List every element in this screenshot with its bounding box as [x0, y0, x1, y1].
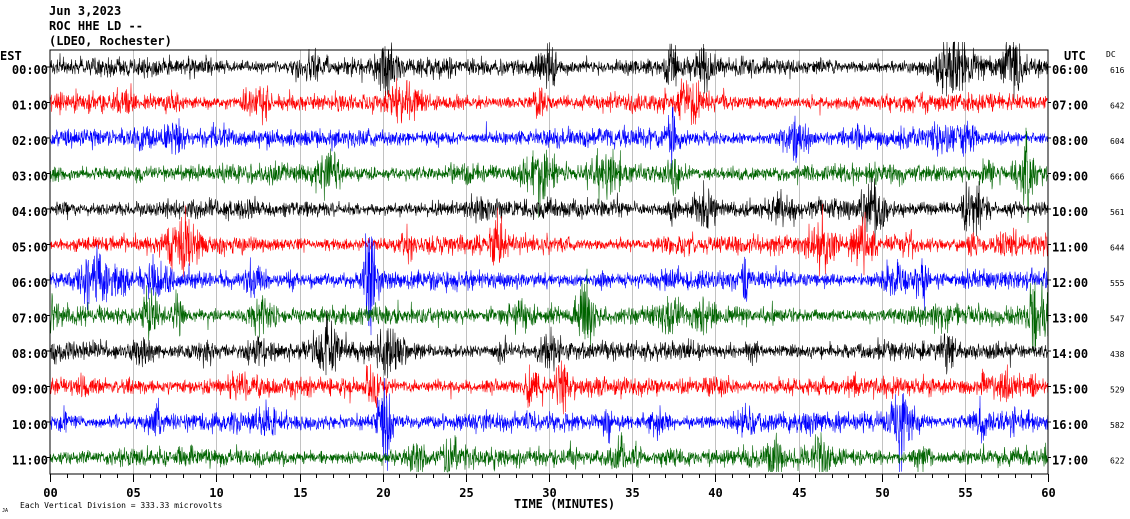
station-location: (LDEO, Rochester): [49, 34, 172, 48]
axis-labels: 00 05 10 15 20 25 30 35 40 45 50 55 60 00:00 06:00 616 0…: [12, 63, 1125, 500]
x-tick-label: 55: [958, 486, 972, 500]
dc-offset-value: 529: [1110, 386, 1125, 395]
est-time-label: 00:00: [12, 63, 48, 77]
x-axis-label: TIME (MINUTES): [514, 497, 615, 511]
x-tick-label: 40: [708, 486, 722, 500]
dc-offset-value: 622: [1110, 457, 1125, 466]
utc-time-label: 09:00: [1052, 170, 1088, 184]
utc-time-label: 10:00: [1052, 205, 1088, 219]
corner-mark: JA: [2, 508, 8, 514]
x-tick-label: 00: [43, 486, 57, 500]
x-tick-label: 60: [1041, 486, 1055, 500]
x-tick-label: 45: [792, 486, 806, 500]
utc-time-label: 12:00: [1052, 276, 1088, 290]
trace-line: [49, 360, 1048, 415]
dc-offset-value: 642: [1110, 102, 1125, 111]
x-tick-label: 10: [209, 486, 223, 500]
utc-time-label: 16:00: [1052, 418, 1088, 432]
x-tick-label: 50: [875, 486, 889, 500]
est-time-label: 03:00: [12, 170, 48, 184]
utc-time-label: 17:00: [1052, 454, 1088, 468]
utc-time-label: 07:00: [1052, 99, 1088, 113]
utc-time-label: 08:00: [1052, 134, 1088, 148]
est-time-label: 09:00: [12, 383, 48, 397]
dc-offset-value: 666: [1110, 173, 1125, 182]
x-tick-label: 35: [625, 486, 639, 500]
dc-offset-value: 438: [1110, 350, 1125, 359]
axis-ticks: [47, 66, 1051, 482]
x-tick-label: 05: [126, 486, 140, 500]
dc-offset-value: 616: [1110, 66, 1125, 75]
est-time-label: 07:00: [12, 312, 48, 326]
utc-time-label: 13:00: [1052, 312, 1088, 326]
est-time-label: 01:00: [12, 99, 48, 113]
station-code: ROC HHE LD --: [49, 19, 143, 33]
scale-note: Each Vertical Division = 333.33 microvol…: [20, 501, 222, 510]
est-time-label: 04:00: [12, 205, 48, 219]
est-time-label: 06:00: [12, 276, 48, 290]
trace-line: [49, 233, 1048, 336]
x-tick-label: 25: [459, 486, 473, 500]
trace-line: [49, 78, 1048, 126]
est-time-label: 11:00: [12, 454, 48, 468]
utc-time-label: 15:00: [1052, 383, 1088, 397]
est-time-label: 08:00: [12, 347, 48, 361]
seismic-traces: [49, 41, 1048, 473]
dc-offset-value: 555: [1110, 279, 1125, 288]
trace-line: [49, 127, 1048, 224]
trace-line: [49, 203, 1048, 278]
x-tick-label: 30: [542, 486, 556, 500]
est-axis-title: EST: [0, 49, 22, 63]
chart-date: Jun 3,2023: [49, 4, 122, 18]
trace-line: [49, 310, 1048, 379]
plot-frame: [49, 49, 1049, 475]
dc-axis-title: DC: [1106, 50, 1116, 59]
trace-line: [49, 177, 1048, 245]
dc-offset-value: 561: [1110, 208, 1125, 217]
utc-time-label: 06:00: [1052, 63, 1088, 77]
utc-time-label: 11:00: [1052, 241, 1088, 255]
dc-offset-value: 604: [1110, 137, 1125, 146]
trace-line: [49, 268, 1048, 352]
dc-offset-value: 644: [1110, 244, 1125, 253]
trace-line: [49, 432, 1048, 473]
x-tick-label: 20: [376, 486, 390, 500]
grid-lines: [133, 50, 966, 474]
dc-offset-value: 547: [1110, 315, 1125, 324]
trace-line: [49, 41, 1048, 101]
est-time-label: 05:00: [12, 241, 48, 255]
est-time-label: 02:00: [12, 134, 48, 148]
utc-axis-title: UTC: [1064, 49, 1086, 63]
utc-time-label: 14:00: [1052, 347, 1088, 361]
trace-line: [49, 377, 1048, 473]
trace-line: [49, 106, 1048, 170]
est-time-label: 10:00: [12, 418, 48, 432]
x-tick-label: 15: [293, 486, 307, 500]
dc-offset-value: 582: [1110, 421, 1125, 430]
